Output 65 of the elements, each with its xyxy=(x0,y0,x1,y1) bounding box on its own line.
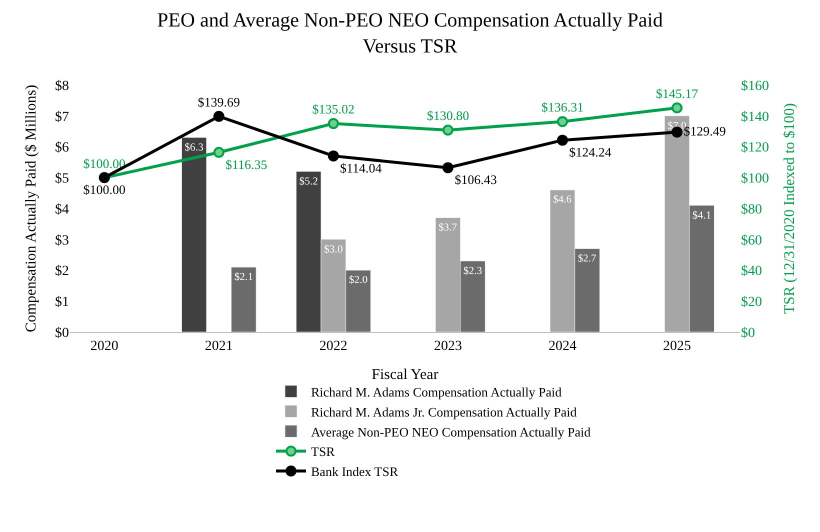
y2-tick-label: $60 xyxy=(741,233,762,248)
chart-title: PEO and Average Non-PEO NEO Compensation Actually Paid Versus TSR xyxy=(157,10,663,58)
bar xyxy=(181,137,207,332)
data-label: $5.2 xyxy=(299,175,318,188)
data-label: $116.35 xyxy=(226,156,268,172)
data-label: $4.1 xyxy=(692,209,712,222)
data-label: $106.43 xyxy=(454,172,497,188)
data-label: $130.80 xyxy=(426,108,470,124)
point xyxy=(442,162,454,174)
data-label: $2.1 xyxy=(234,271,254,284)
data-label: $3.7 xyxy=(438,222,457,234)
y-tick-label: $1 xyxy=(55,295,69,310)
legend-label: Richard M. Adams Compensation Actually Paid xyxy=(311,384,562,400)
point xyxy=(556,134,568,146)
data-label: $136.31 xyxy=(541,100,584,115)
x-tick-label: 2020 xyxy=(90,338,118,354)
data-label: $135.02 xyxy=(312,102,355,117)
data-label: $6.3 xyxy=(184,141,204,154)
data-label: $124.24 xyxy=(569,144,612,160)
x-tick-label: 2022 xyxy=(319,338,348,354)
legend-label: Average Non-PEO NEO Compensation Actually Paid xyxy=(311,424,592,440)
point xyxy=(328,118,339,130)
y2-tick-label: $100 xyxy=(741,172,769,187)
y-tick-label: $3 xyxy=(55,233,69,248)
data-label: $4.6 xyxy=(553,194,572,206)
point xyxy=(213,146,224,158)
y-tick-label: $4 xyxy=(55,202,69,218)
legend-label: Richard M. Adams Jr. Compensation Actually Paid xyxy=(311,404,578,420)
point xyxy=(328,150,339,162)
y-tick-label: $5 xyxy=(55,172,69,187)
y-tick-label: $0 xyxy=(55,326,69,341)
y-axis-title: Compensation Actually Paid ($ Millions) xyxy=(23,84,40,332)
data-label: $2.0 xyxy=(348,274,368,286)
x-tick-label: 2025 xyxy=(663,338,692,354)
x-axis-title: Fiscal Year xyxy=(372,366,438,383)
data-label: $139.69 xyxy=(198,94,240,110)
data-label: $100.00 xyxy=(83,156,126,171)
point xyxy=(672,102,683,114)
y-tick-label: $6 xyxy=(55,140,69,156)
y2-tick-label: $160 xyxy=(741,78,769,94)
data-label: $3.0 xyxy=(324,243,343,256)
data-label: $114.04 xyxy=(340,160,382,176)
point xyxy=(213,110,224,122)
y2-tick-label: $40 xyxy=(741,264,762,280)
data-label: $145.17 xyxy=(656,86,699,102)
y2-tick-label: $80 xyxy=(741,202,762,218)
y2-tick-label: $120 xyxy=(741,140,769,156)
y2-tick-label: $20 xyxy=(741,295,762,310)
point xyxy=(442,124,454,136)
data-label: $2.3 xyxy=(463,264,482,277)
bar xyxy=(231,266,256,332)
data-label: $2.7 xyxy=(578,253,596,264)
x-tick-label: 2023 xyxy=(434,338,462,354)
y2-axis-title: TSR (12/31/2020 Indexed to $100) xyxy=(782,103,798,314)
x-tick-label: 2021 xyxy=(204,338,233,354)
data-label: $100.00 xyxy=(83,182,126,198)
point xyxy=(556,116,568,128)
y2-tick-label: $0 xyxy=(741,326,755,341)
legend-label: Bank Index TSR xyxy=(311,464,398,480)
x-tick-label: 2024 xyxy=(548,338,576,354)
y-tick-label: $7 xyxy=(55,110,69,125)
y2-tick-label: $140 xyxy=(741,110,769,125)
legend-label: TSR xyxy=(311,444,336,460)
y-tick-label: $8 xyxy=(55,78,69,94)
y-tick-label: $2 xyxy=(55,264,69,280)
